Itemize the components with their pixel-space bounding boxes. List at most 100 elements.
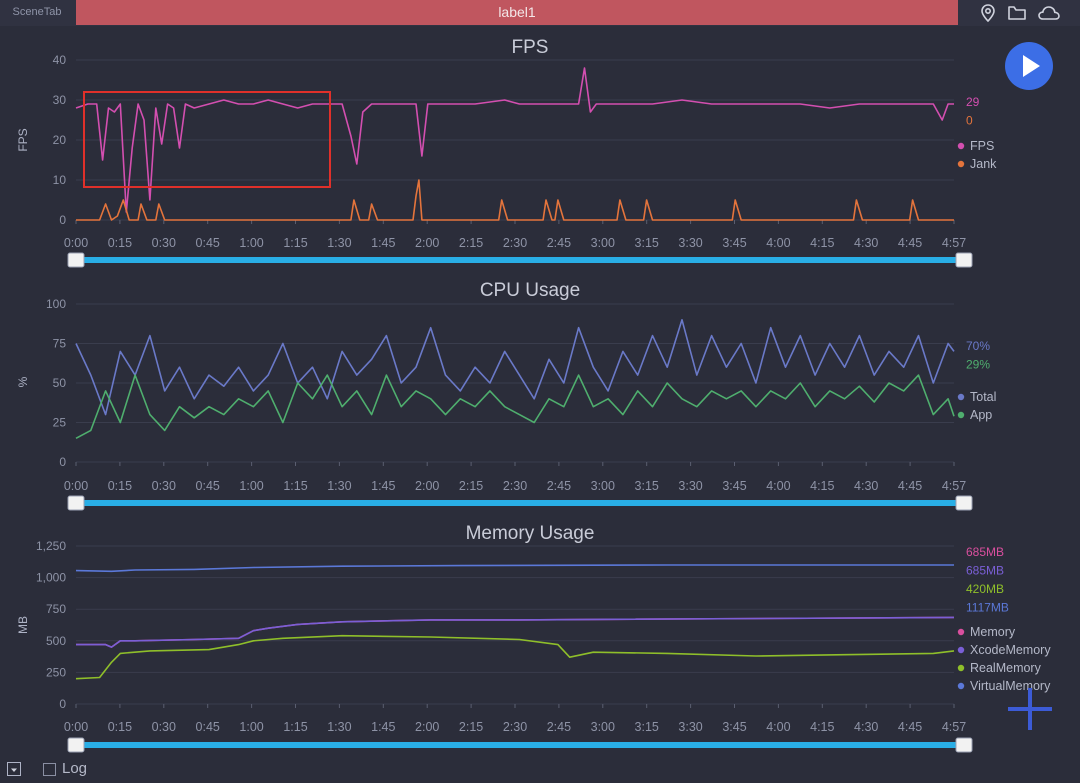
x-tick-label: 1:15 (283, 479, 307, 493)
legend-marker (957, 393, 965, 401)
legend-current-value: 0 (966, 114, 973, 128)
y-tick-label: 25 (53, 416, 67, 430)
range-slider-right-handle[interactable] (955, 252, 973, 268)
legend-current-value: 1117MB (966, 601, 1009, 615)
y-tick-label: 0 (59, 455, 66, 469)
x-tick-label: 2:45 (547, 720, 571, 734)
x-tick-label: 1:30 (327, 236, 351, 250)
x-tick-label: 4:30 (854, 236, 878, 250)
x-tick-label: 4:57 (942, 236, 966, 250)
folder-icon[interactable] (1007, 3, 1027, 23)
range-slider-track (76, 257, 966, 263)
chevron-down-icon (11, 768, 17, 772)
legend-marker (957, 628, 965, 636)
legend-marker (957, 664, 965, 672)
x-tick-label: 0:15 (108, 479, 132, 493)
x-tick-label: 2:00 (415, 720, 439, 734)
label-bar: label1 (76, 0, 958, 25)
x-tick-label: 4:45 (898, 236, 922, 250)
legend-marker (957, 646, 965, 654)
legend-label: Jank (970, 157, 997, 171)
y-tick-label: 1,250 (36, 539, 66, 553)
x-tick-label: 0:00 (64, 720, 88, 734)
x-tick-label: 0:15 (108, 236, 132, 250)
series-line-fps (75, 67, 954, 213)
range-slider-right-handle[interactable] (955, 737, 973, 753)
legend-label: XcodeMemory (970, 643, 1051, 657)
x-tick-label: 4:57 (942, 479, 966, 493)
legend-marker (957, 682, 965, 690)
x-tick-label: 3:15 (635, 720, 659, 734)
x-tick-label: 3:45 (722, 236, 746, 250)
x-tick-label: 0:45 (196, 479, 220, 493)
x-tick-label: 4:15 (810, 720, 834, 734)
chart-title: CPU Usage (480, 280, 580, 301)
bottom-bar: Log (0, 758, 1080, 783)
x-tick-label: 4:45 (898, 720, 922, 734)
x-tick-label: 1:15 (283, 720, 307, 734)
log-checkbox[interactable] (43, 763, 56, 776)
chart-title: FPS (512, 37, 549, 58)
x-tick-label: 1:45 (371, 720, 395, 734)
legend-label: Total (970, 390, 996, 404)
x-tick-label: 4:45 (898, 479, 922, 493)
x-tick-label: 1:00 (239, 236, 263, 250)
range-slider-left-handle[interactable] (67, 495, 85, 511)
y-tick-label: 0 (59, 697, 66, 711)
legend-marker (957, 160, 965, 168)
y-tick-label: 50 (53, 376, 67, 390)
series-line-app (75, 374, 955, 440)
series-line-memory (76, 616, 955, 648)
cloud-icon[interactable] (1037, 3, 1061, 23)
x-tick-label: 1:15 (283, 236, 307, 250)
x-tick-label: 3:15 (635, 479, 659, 493)
series-line-jank (76, 179, 954, 221)
x-tick-label: 2:15 (459, 236, 483, 250)
y-tick-label: 100 (46, 297, 66, 311)
x-tick-label: 0:45 (196, 236, 220, 250)
play-icon (1023, 55, 1040, 77)
x-tick-label: 1:45 (371, 479, 395, 493)
x-tick-label: 3:00 (591, 720, 615, 734)
range-slider-left-handle[interactable] (67, 252, 85, 268)
location-pin-icon[interactable] (978, 3, 998, 23)
legend-label: Memory (970, 625, 1016, 639)
x-tick-label: 4:00 (766, 720, 790, 734)
series-line-realmemory (75, 634, 955, 680)
range-slider-left-handle[interactable] (67, 737, 85, 753)
range-slider-track (76, 742, 966, 748)
dropdown-button[interactable] (7, 762, 21, 776)
x-tick-label: 0:30 (152, 479, 176, 493)
log-label: Log (62, 760, 88, 777)
x-tick-label: 0:30 (152, 236, 176, 250)
range-slider-track (76, 500, 966, 506)
x-tick-label: 4:30 (854, 720, 878, 734)
series-line-total (75, 319, 955, 416)
x-tick-label: 1:00 (239, 479, 263, 493)
y-tick-label: 10 (53, 173, 67, 187)
x-tick-label: 1:45 (371, 236, 395, 250)
y-tick-label: 40 (53, 53, 67, 67)
charts-canvas: FPS FPS 0 10 20 30 40 0:00 0:15 0:30 0:45 1:00 1:15 1… (16, 37, 1051, 753)
series-line-xcodememory (76, 616, 955, 648)
x-tick-label: 3:30 (678, 236, 702, 250)
highlight-box (83, 91, 331, 188)
legend-current-value: 70% (966, 339, 990, 353)
y-axis-label: MB (16, 616, 30, 634)
legend-current-value: 420MB (966, 582, 1004, 596)
y-tick-label: 1,000 (36, 571, 66, 585)
x-tick-label: 3:45 (722, 479, 746, 493)
x-tick-label: 3:45 (722, 720, 746, 734)
scene-tab[interactable]: SceneTab (12, 6, 62, 18)
x-tick-label: 2:00 (415, 236, 439, 250)
x-tick-label: 1:30 (327, 479, 351, 493)
y-tick-label: 75 (53, 337, 67, 351)
x-tick-label: 0:30 (152, 720, 176, 734)
range-slider-right-handle[interactable] (955, 495, 973, 511)
x-tick-label: 3:15 (635, 236, 659, 250)
play-button[interactable] (1005, 42, 1053, 90)
x-tick-label: 2:45 (547, 236, 571, 250)
x-tick-label: 3:00 (591, 479, 615, 493)
x-tick-label: 4:30 (854, 479, 878, 493)
plus-icon[interactable] (1006, 686, 1054, 734)
